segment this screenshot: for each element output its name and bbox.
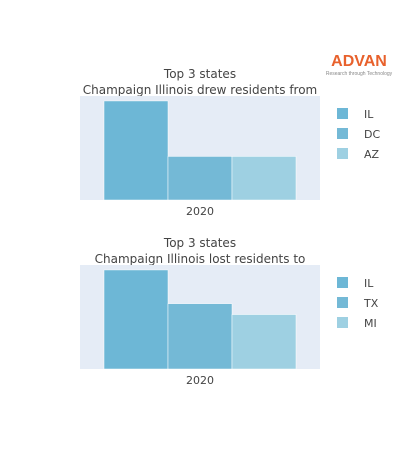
- chart-svg: Top 3 states Champaign Illinois lost resi…: [80, 236, 379, 387]
- logo-wordmark: ADVAN: [331, 53, 387, 70]
- legend-label-mi[interactable]: MI: [364, 317, 377, 330]
- advan-logo: ADVAN Research through Technology: [322, 52, 396, 78]
- chart-title: Top 3 states: [163, 67, 236, 81]
- bar-dc: [167, 156, 233, 201]
- bar-il: [103, 100, 169, 201]
- legend-swatch-tx[interactable]: [337, 297, 348, 308]
- chart-svg: Top 3 states Champaign Illinois drew resi…: [80, 67, 380, 218]
- legend-label-az[interactable]: AZ: [364, 148, 380, 161]
- bar-il: [103, 269, 169, 370]
- chart-subtitle: Champaign Illinois lost residents to: [95, 252, 306, 266]
- chart-title: Top 3 states: [163, 236, 236, 250]
- logo-tagline: Research through Technology: [326, 71, 393, 77]
- legend-label-dc[interactable]: DC: [364, 128, 380, 141]
- legend-swatch-az[interactable]: [337, 148, 348, 159]
- x-tick-label: 2020: [186, 205, 214, 218]
- bar-mi: [231, 314, 297, 370]
- chart-subtitle: Champaign Illinois drew residents from: [83, 83, 318, 97]
- legend-label-il[interactable]: IL: [364, 108, 374, 121]
- bar-az: [231, 156, 297, 201]
- chart-lost-residents: Top 3 states Champaign Illinois lost resi…: [0, 231, 400, 401]
- legend-swatch-il[interactable]: [337, 108, 348, 119]
- legend-swatch-dc[interactable]: [337, 128, 348, 139]
- x-tick-label: 2020: [186, 374, 214, 387]
- chart-drew-residents: Top 3 states Champaign Illinois drew resi…: [0, 62, 400, 232]
- legend-label-il[interactable]: IL: [364, 277, 374, 290]
- advan-logo-graphic: ADVAN Research through Technology: [326, 53, 393, 77]
- legend-label-tx[interactable]: TX: [363, 297, 379, 310]
- legend-swatch-mi[interactable]: [337, 317, 348, 328]
- bar-tx: [167, 303, 233, 370]
- legend-swatch-il[interactable]: [337, 277, 348, 288]
